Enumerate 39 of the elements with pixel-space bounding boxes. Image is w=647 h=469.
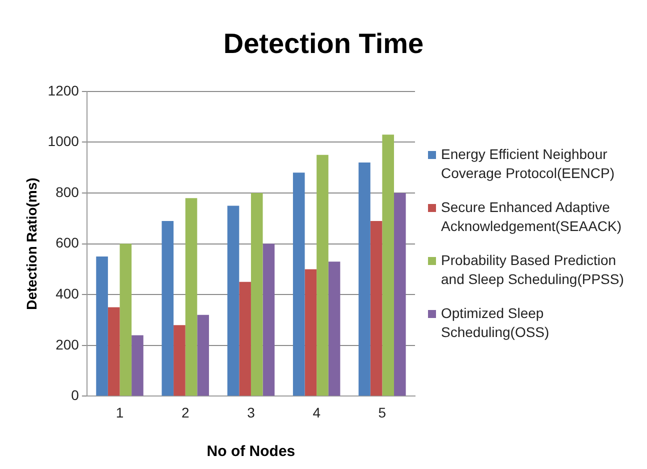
x-tick-label: 5 — [378, 404, 386, 420]
legend-label: Energy Efficient Neighbour Coverage Protocol(EENCP) — [441, 145, 616, 183]
x-tick-label: 4 — [312, 404, 321, 420]
bar — [304, 269, 317, 396]
bar — [262, 244, 275, 396]
legend-label: Optimized Sleep Scheduling(OSS) — [441, 304, 550, 342]
y-tick-label: 0 — [71, 387, 80, 404]
y-tick-label: 1000 — [48, 133, 80, 150]
bar — [120, 244, 132, 396]
bar — [292, 172, 305, 396]
bar — [197, 314, 209, 396]
chart-title: Detection Time — [222, 28, 425, 60]
x-tick-label: 1 — [116, 404, 124, 420]
bar — [328, 262, 340, 396]
bar — [382, 134, 394, 396]
x-tick-label: 2 — [181, 404, 190, 420]
bar — [316, 154, 328, 396]
x-axis-title: No of Nodes — [206, 443, 296, 460]
bar — [358, 162, 370, 396]
x-tick-label: 3 — [247, 404, 256, 420]
bar — [162, 220, 174, 396]
legend-label: Secure Enhanced Adaptive Acknowledgement(SEAACK) — [441, 198, 623, 236]
bar — [250, 193, 263, 396]
bar — [239, 282, 251, 396]
bar — [174, 325, 186, 396]
bar — [394, 193, 406, 396]
y-tick-label: 200 — [56, 336, 80, 352]
bar — [132, 335, 144, 396]
bar — [370, 220, 382, 396]
y-tick-label: 600 — [56, 234, 80, 251]
y-tick-label: 1200 — [48, 82, 80, 98]
bar — [96, 256, 108, 396]
y-tick-label: 800 — [56, 184, 80, 200]
bar — [185, 198, 198, 396]
bar — [108, 307, 120, 396]
y-tick-label: 400 — [56, 285, 80, 302]
bar — [227, 206, 240, 396]
y-axis-title: Detection Ratio(ms) — [23, 178, 40, 310]
legend-label: Probability Based Prediction and Sleep Scheduling(PPSS) — [441, 251, 625, 289]
